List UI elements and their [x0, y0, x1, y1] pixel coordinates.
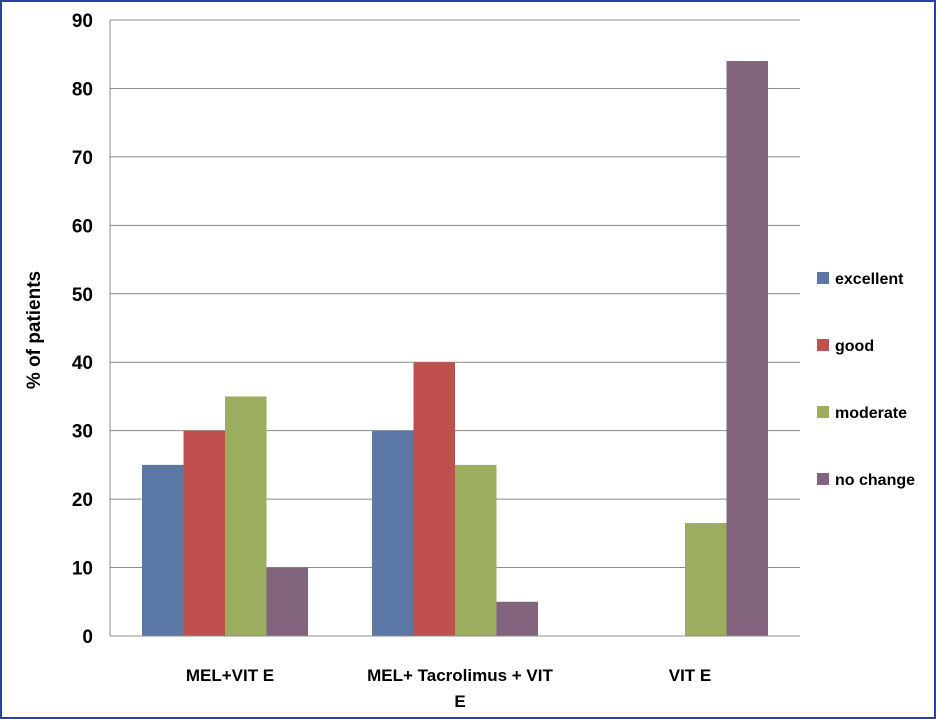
bar-moderate	[685, 523, 727, 636]
y-tick-label: 80	[72, 79, 93, 100]
bar-no-change	[726, 61, 768, 637]
y-tick-label: 30	[72, 422, 93, 443]
y-tick-label: 0	[82, 627, 93, 648]
legend-swatch	[817, 473, 829, 485]
legend-label: moderate	[835, 405, 907, 422]
y-tick-label: 90	[72, 11, 93, 32]
x-category-label: MEL+ Tacrolimus + VIT E	[367, 666, 553, 711]
legend-swatch	[817, 406, 829, 418]
bar-no-change	[266, 567, 308, 636]
bar-good	[183, 430, 225, 636]
bar-excellent	[372, 430, 414, 636]
legend-swatch	[817, 272, 829, 284]
bar-good	[413, 362, 455, 636]
bar-moderate	[455, 464, 497, 636]
bar-moderate	[225, 396, 267, 636]
bar-no-change	[496, 601, 538, 636]
category-labels: MEL+VIT E MEL+ Tacrolimus + VIT E VIT E	[186, 666, 711, 711]
x-category-label: VIT E	[669, 666, 712, 685]
x-category-label: MEL+VIT E	[186, 666, 274, 685]
legend-label: excellent	[835, 271, 904, 288]
legend-swatch	[817, 339, 829, 351]
y-tick-label: 20	[72, 490, 93, 511]
y-tick-label: 10	[72, 559, 93, 580]
y-tick-label: 50	[72, 285, 93, 306]
bar-excellent	[142, 464, 184, 636]
y-tick-label: 40	[72, 353, 93, 374]
legend-label: no change	[835, 472, 915, 489]
bars	[142, 61, 768, 637]
legend-label: good	[835, 338, 874, 355]
legend: excellent good moderate no change	[817, 271, 915, 489]
y-tick-label: 60	[72, 216, 93, 237]
y-tick-labels: 0 10 20 30 40 50 60 70 80 90	[72, 11, 93, 648]
y-axis-label: % of patients	[24, 271, 45, 389]
y-tick-label: 70	[72, 148, 93, 169]
axes	[109, 20, 800, 637]
